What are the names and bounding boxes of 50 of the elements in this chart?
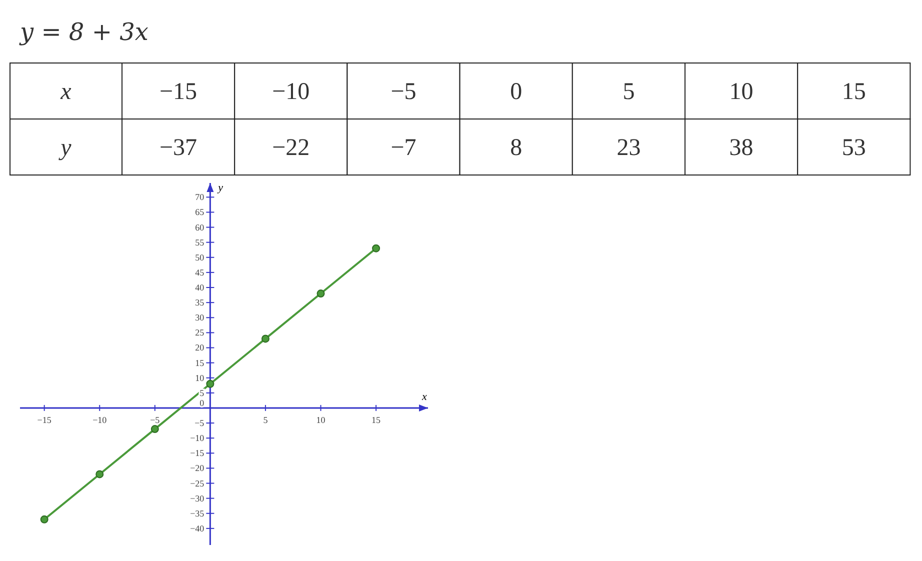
x-tick-label: 5	[263, 414, 268, 425]
x-tick-label: −10	[92, 414, 108, 425]
data-label: 5	[622, 79, 635, 105]
y-tick-label: −15	[190, 448, 205, 458]
data-label: 38	[729, 135, 754, 161]
point	[40, 515, 48, 524]
y-tick-label: −35	[190, 508, 205, 518]
y-tick-label: 70	[195, 192, 205, 202]
y-tick-label: 25	[195, 328, 205, 338]
data-label: −10	[272, 79, 310, 105]
data-label: 53	[842, 135, 866, 161]
y-tick-label: −25	[190, 478, 205, 488]
y-tick-label: 10	[195, 372, 205, 383]
data-label: −22	[272, 135, 310, 161]
data-label: 23	[616, 135, 641, 161]
point	[96, 470, 104, 478]
y-tick-label: −10	[190, 433, 205, 444]
y-tick-label: −40	[190, 523, 205, 534]
data-label: 0	[510, 79, 522, 105]
point	[261, 334, 270, 343]
data-label: 8	[510, 135, 522, 161]
y-tick-label: 0	[200, 398, 205, 408]
point	[316, 290, 325, 298]
y-tick-label: 55	[195, 237, 205, 248]
y-tick-label: 20	[195, 342, 205, 353]
y-tick-label: 65	[195, 207, 205, 218]
x-tick-label: −15	[37, 414, 52, 425]
chart-title: y = 8 + 3x	[19, 18, 149, 46]
x-tick-label: 10	[316, 414, 326, 425]
y-tick-label: 35	[195, 298, 205, 308]
y-tick-label: 60	[195, 222, 205, 232]
data-label: 10	[729, 79, 754, 105]
y-axis-title: y	[217, 182, 224, 194]
data-label: −37	[160, 135, 198, 161]
y-tick-label: 45	[195, 267, 205, 278]
y-tick-label: 30	[195, 312, 205, 323]
x-tick-label: −5	[150, 414, 160, 425]
x-axis-title: x	[421, 390, 427, 403]
y-tick-label: 50	[195, 252, 205, 262]
point	[206, 380, 214, 388]
point	[150, 425, 159, 434]
data-label: −7	[390, 135, 416, 161]
y-tick-label: 40	[195, 282, 205, 293]
y-tick-label: 15	[195, 358, 205, 368]
data-label: −5	[390, 79, 416, 105]
x-tick-label: 15	[372, 414, 382, 425]
data-label: 15	[842, 79, 866, 105]
point	[372, 244, 380, 252]
y-tick-label: −30	[190, 493, 205, 504]
y-tick-label: −20	[190, 463, 205, 474]
